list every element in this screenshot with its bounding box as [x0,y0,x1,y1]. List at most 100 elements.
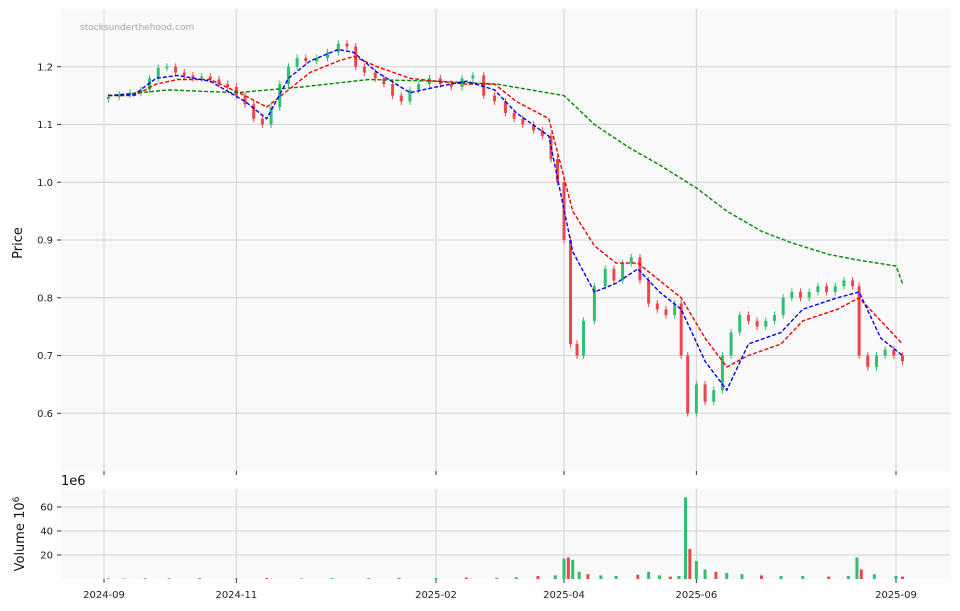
volume-bar [657,575,661,579]
candle-body [532,124,536,131]
candle-body [655,303,659,310]
candle-body [382,78,386,85]
candle-body [686,355,690,414]
candle-body [694,384,698,414]
volume-bar [801,576,805,579]
candle-body [362,66,366,73]
candle-body [286,66,290,85]
candle-body [106,96,110,100]
volume-bar [566,557,570,579]
candle-body [417,84,421,90]
candle-body [712,390,716,402]
volume-bar [434,578,438,579]
volume-bar [827,576,831,579]
watermark: stocksunderthehood.com [80,23,194,33]
candle-body [746,315,750,321]
volume-bar [495,577,499,579]
volume-bar [553,575,557,579]
volume-bar [855,557,859,579]
volume-bar [894,576,898,579]
candle-body [575,343,579,356]
candle-body [738,315,742,333]
candle-body [901,355,905,362]
volume-bar [167,578,171,579]
volume-y-tick-label: 40 [40,527,53,538]
volume-bar [197,578,201,579]
candle-body [569,240,573,344]
candle-body [471,75,475,79]
candle-body [790,291,794,298]
candle-body [325,52,329,59]
volume-bar [740,574,744,579]
volume-bar [677,576,681,579]
candle-body [664,309,668,316]
volume-bar [614,576,618,579]
volume-axis-label: Volume 106 [12,496,28,571]
volume-bar [571,559,575,579]
candle-body [391,84,395,96]
volume-y-tick-label: 60 [40,503,53,514]
candle-body [866,355,870,368]
price-y-tick-label: 0.7 [37,351,53,362]
volume-panel-background [61,489,950,579]
candle-body [269,107,273,125]
candle-body [493,95,497,102]
volume-bar [599,575,603,579]
volume-bar [872,574,876,579]
x-tick-label: 2025-06 [675,590,717,601]
ma-mid-line [108,55,904,368]
candle-body [165,66,169,69]
candle-body [243,95,247,105]
volume-bar [577,571,581,579]
candle-body [629,257,633,264]
candle-body [208,76,212,80]
candle-body [512,112,516,119]
moving-average-lines [108,48,904,392]
price-y-tick-label: 1.0 [37,178,53,189]
candle-body [764,320,768,327]
volume-bar [299,578,303,579]
volume-axis-label-power: 6 [12,496,22,502]
volume-bar [647,571,651,579]
candle-body [521,118,525,125]
candle-body [825,286,829,292]
x-tick-label: 2025-02 [415,590,457,601]
candle-body [592,286,596,321]
volume-bar [901,576,905,579]
candle-body [482,75,486,96]
volume-bar [106,578,110,579]
candle-body [174,66,178,73]
candle-body [226,84,230,87]
volume-bars [106,497,905,579]
volume-bar [688,549,692,579]
candle-body [833,286,837,292]
volume-bar [330,578,334,579]
volume-bar [367,578,371,579]
volume-axis-label-base: 10 [13,502,28,519]
candle-body [503,101,507,113]
candle-body [156,67,160,79]
volume-bar [536,576,540,579]
candle-body [638,257,642,281]
candle-body [139,89,143,93]
candle-body [603,268,607,287]
axis-labels: 2024-09 2024-11 2025-02 2025-04 2025-06 2025-… [37,62,917,601]
volume-bar [668,576,672,579]
volume-axis-label-text: Volume [13,523,28,571]
candle-body [781,297,785,316]
x-tick-label: 2025-09 [875,590,917,601]
candle-body [807,291,811,298]
candle-body [679,303,683,356]
candle-body [217,79,221,85]
ma-long-line [108,78,904,284]
candle-body [345,43,349,47]
price-y-tick-label: 0.8 [37,293,53,304]
candle-body [117,94,121,97]
candle-body [278,84,282,108]
candle-body [816,286,820,292]
x-tick-label: 2024-11 [215,590,257,601]
volume-bar [846,576,850,579]
volume-bar [514,577,518,579]
